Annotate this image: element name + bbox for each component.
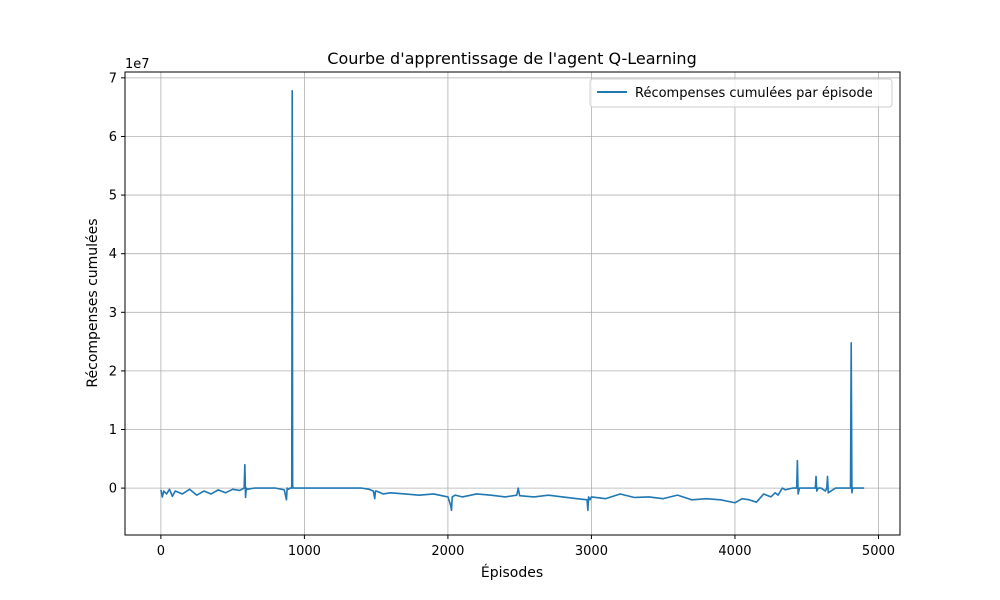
x-axis-label: Épisodes — [481, 564, 543, 581]
y-axis: 0 1 2 3 4 5 6 7 — [109, 71, 125, 497]
y-tick-label: 4 — [109, 247, 117, 262]
y-tick-label: 6 — [109, 130, 117, 145]
plot-frame — [124, 71, 901, 536]
x-tick-label: 3000 — [575, 544, 608, 559]
legend: Récompenses cumulées par épisode — [589, 78, 893, 108]
y-tick-label: 5 — [109, 189, 117, 204]
y-tick-label: 2 — [109, 364, 117, 379]
chart-title: Courbe d'apprentissage de l'agent Q-Lear… — [327, 49, 696, 68]
series-line — [160, 89, 865, 512]
legend-label: Récompenses cumulées par épisode — [635, 86, 873, 101]
x-tick-label: 2000 — [431, 544, 464, 559]
y-tick-label: 7 — [109, 71, 117, 86]
x-tick-label: 4000 — [718, 544, 751, 559]
y-tick-label: 1 — [109, 423, 117, 438]
y-axis-label: Récompenses cumulées — [85, 218, 101, 387]
legend-box — [589, 78, 893, 108]
x-axis: 0 1000 2000 3000 4000 5000 — [157, 535, 895, 559]
x-tick-label: 1000 — [288, 544, 321, 559]
y-offset-label: 1e7 — [125, 57, 150, 72]
series-layer — [160, 89, 865, 512]
x-tick-label: 5000 — [862, 544, 895, 559]
y-tick-label: 3 — [109, 306, 117, 321]
x-tick-label: 0 — [157, 544, 165, 559]
y-tick-label: 0 — [109, 482, 117, 497]
grid — [125, 72, 900, 535]
